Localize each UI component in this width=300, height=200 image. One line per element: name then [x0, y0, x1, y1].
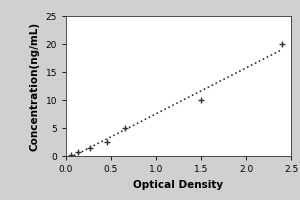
Y-axis label: Concentration(ng/mL): Concentration(ng/mL) — [30, 21, 40, 151]
X-axis label: Optical Density: Optical Density — [134, 180, 224, 190]
